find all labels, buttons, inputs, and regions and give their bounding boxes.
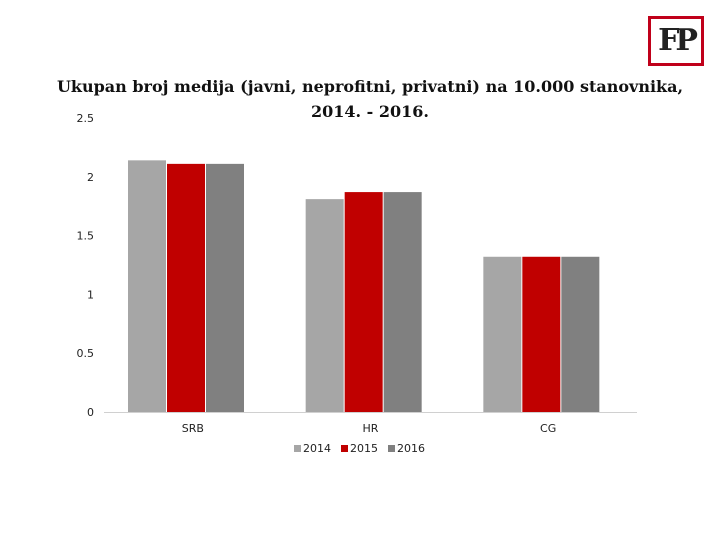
bar-cg-2015 — [522, 256, 561, 412]
y-tick-label: 2 — [87, 171, 94, 184]
fp-logo: FP — [648, 16, 704, 66]
legend-swatch-2016 — [388, 445, 395, 452]
bar-srb-2015 — [167, 163, 205, 412]
bar-srb-2014 — [128, 160, 166, 412]
bar-cg-2016 — [561, 256, 600, 412]
bar-cg-2014 — [483, 256, 522, 412]
x-category-label: CG — [540, 422, 556, 435]
bar-srb-2016 — [206, 163, 244, 412]
bar-hr-2014 — [305, 199, 344, 412]
y-tick-label: 1 — [87, 288, 94, 301]
legend-label: 2016 — [397, 442, 425, 455]
legend-label: 2014 — [303, 442, 331, 455]
legend-swatch-2015 — [341, 445, 348, 452]
bar-hr-2015 — [344, 192, 383, 412]
y-tick-label: 0.5 — [77, 347, 95, 360]
x-category-label: SRB — [182, 422, 204, 435]
y-tick-label: 2.5 — [77, 112, 95, 125]
y-tick-label: 1.5 — [77, 230, 95, 243]
fp-logo-text: FP — [658, 23, 698, 58]
chart-title: Ukupan broj medija (javni, neprofitni, p… — [56, 77, 684, 121]
x-category-label: HR — [363, 422, 379, 435]
legend-label: 2015 — [350, 442, 378, 455]
y-tick-label: 0 — [87, 406, 94, 419]
legend-swatch-2014 — [294, 445, 301, 452]
bar-hr-2016 — [383, 192, 422, 412]
